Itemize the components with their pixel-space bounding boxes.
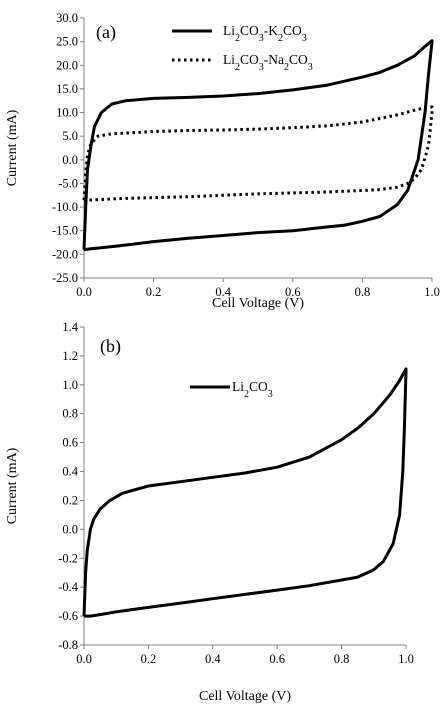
x-tick-label: 0.2 — [146, 285, 162, 299]
chart-panel-b: -0.8 -0.6 -0.4 -0.2 0.0 0.2 0.4 0.6 0.8 1.0 1.2 1.4… — [5, 320, 414, 704]
y-tick-label: 1.2 — [62, 349, 78, 363]
y-tick-label: 25.0 — [56, 35, 78, 49]
x-tick-label: 1.0 — [424, 285, 440, 299]
y-tick-label: -15.0 — [52, 224, 78, 238]
y-tick-label: 0.2 — [62, 493, 78, 507]
x-tick-label: 0.8 — [334, 652, 350, 666]
y-tick-label: 0.6 — [62, 436, 78, 450]
y-tick-label: -20.0 — [52, 247, 78, 261]
y-tick-label: 15.0 — [56, 82, 78, 96]
series-line-2 — [82, 105, 434, 202]
y-tick-label: -25.0 — [52, 271, 78, 285]
legend-label-1: Li2CO3 — [232, 379, 273, 400]
legend-label-2: Li2CO3-Na2CO3 — [223, 52, 313, 73]
y-tick-label: 0.4 — [62, 465, 78, 479]
series-line-1 — [82, 367, 408, 618]
y-tick-label: -0.6 — [58, 609, 78, 623]
x-tick-label: 0.4 — [215, 285, 231, 299]
y-tick-label: 0.0 — [62, 522, 78, 536]
y-tick-label: 20.0 — [56, 58, 78, 72]
y-tick-label: 30.0 — [56, 11, 78, 25]
x-tick-label: 0.8 — [355, 285, 371, 299]
y-tick-label: 10.0 — [56, 106, 78, 120]
x-tick-label: 1.0 — [398, 652, 414, 666]
y-tick-label: 0.8 — [62, 407, 78, 421]
x-axis-title: Cell Voltage (V) — [212, 296, 304, 311]
panel-label: (b) — [100, 336, 121, 357]
chart-panel-a: -25.0 -20.0 -15.0 -10.0 -5.0 0.0 5.0 10.0 15.0 20… — [5, 11, 440, 311]
y-tick-label: 0.0 — [62, 153, 78, 167]
legend-label-1: Li2CO3-K2CO3 — [223, 23, 307, 44]
y-axis-title: Current (mA) — [5, 109, 20, 186]
y-tick-label: -0.8 — [58, 638, 78, 652]
y-tick-label: -10.0 — [52, 200, 78, 214]
x-tick-label: 0.6 — [285, 285, 301, 299]
y-tick-label: -5.0 — [58, 176, 78, 190]
x-tick-label: 0.0 — [76, 285, 92, 299]
y-tick-label: -0.2 — [58, 551, 78, 565]
y-tick-label: -0.4 — [58, 580, 79, 594]
x-tick-label: 0.4 — [205, 652, 221, 666]
panel-label: (a) — [96, 22, 116, 43]
x-tick-label: 0.2 — [141, 652, 157, 666]
x-tick-label: 0.6 — [269, 652, 285, 666]
x-axis-title: Cell Voltage (V) — [199, 689, 291, 704]
y-tick-label: 1.0 — [62, 378, 78, 392]
y-tick-label: 1.4 — [62, 320, 78, 334]
y-tick-label: 5.0 — [62, 129, 78, 143]
x-tick-label: 0.0 — [76, 652, 92, 666]
y-axis-title: Current (mA) — [5, 447, 20, 524]
series-line-1 — [82, 39, 434, 252]
